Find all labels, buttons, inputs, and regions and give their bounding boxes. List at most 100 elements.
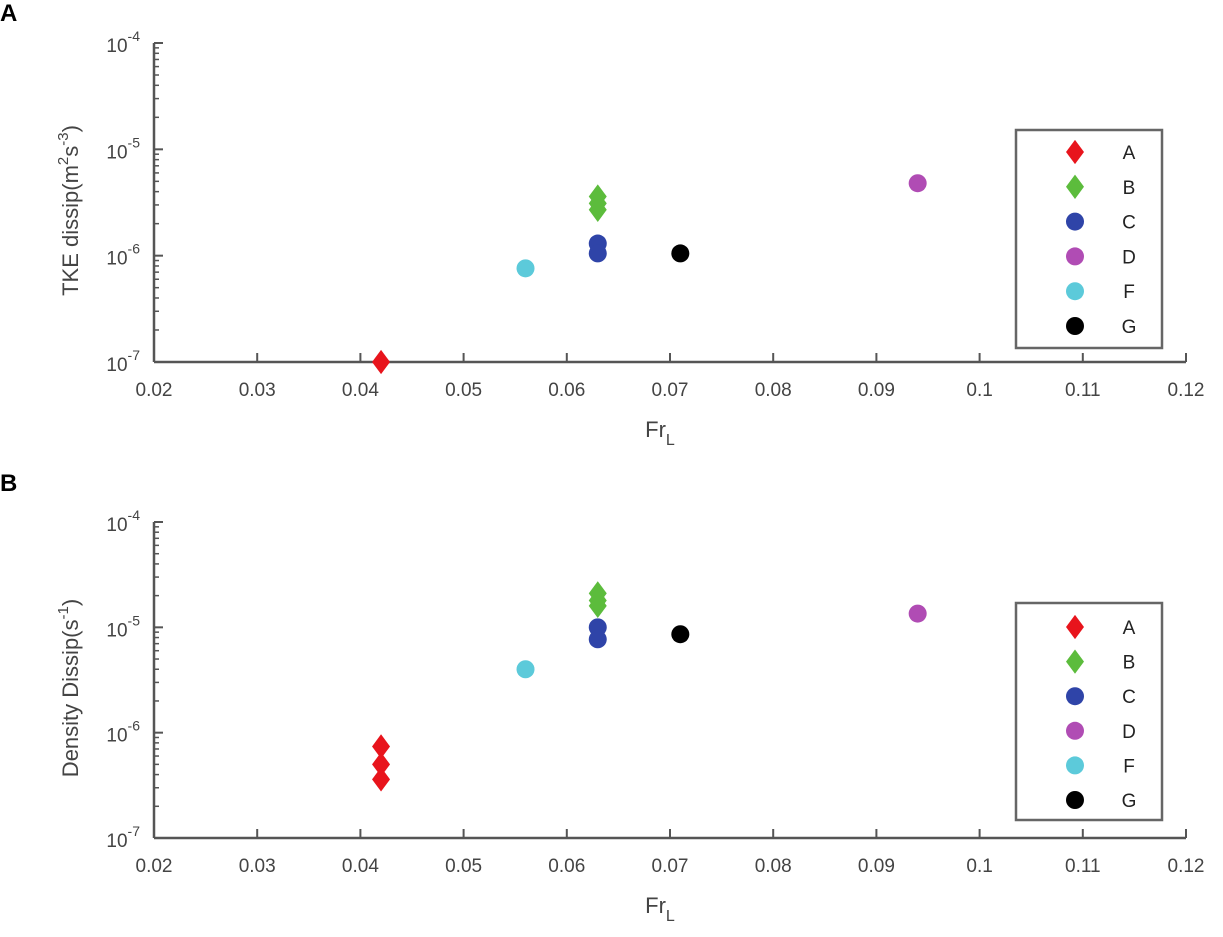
panel-b-letter: B [0, 470, 18, 497]
x-tick-label: 0.09 [858, 380, 895, 401]
legend-marker-icon [1066, 791, 1084, 809]
legend-item-a: A [1066, 139, 1136, 165]
y-tick-label: 10-6 [106, 718, 140, 747]
legend-marker-icon [1066, 247, 1084, 266]
legend-box [1014, 128, 1164, 350]
legend-label: F [1123, 756, 1135, 777]
legend-marker-icon [1066, 212, 1084, 231]
legend-label: B [1123, 653, 1136, 674]
legend-label: D [1122, 722, 1136, 743]
legend-label: B [1123, 178, 1136, 199]
series-f [516, 259, 535, 278]
panel-b-plot: 0.02 0.03 0.04 0.05 0.06 0.07 0.08 0.09 0.1 0.11 0… [55, 507, 1204, 925]
data-point [908, 604, 927, 623]
legend-marker-icon [1066, 687, 1084, 706]
data-point [588, 593, 607, 618]
y-tick-label: 10-5 [106, 612, 140, 641]
y-tick-label: 10-4 [106, 28, 140, 57]
x-tick-label: 0.08 [755, 856, 792, 877]
y-axis-label: Density Dissip(s-1) [55, 599, 83, 777]
x-tick-label: 0.06 [548, 380, 585, 401]
x-tick-label: 0.06 [548, 856, 585, 877]
data-point [671, 244, 690, 263]
y-tick-label: 10-4 [106, 507, 140, 536]
legend-label: C [1122, 687, 1136, 708]
x-tick-label: 0.12 [1168, 856, 1205, 877]
y-tick-label: 10-7 [106, 823, 140, 852]
legend-marker-icon [1066, 174, 1084, 199]
series-a [372, 734, 391, 792]
y-tick-label: 10-7 [106, 347, 140, 376]
series-b [588, 581, 607, 618]
legend-marker-icon [1066, 756, 1084, 775]
legend-item-f: F [1066, 756, 1135, 777]
series-g [671, 625, 690, 644]
legend-item-a: A [1066, 614, 1136, 640]
legend-marker-icon [1066, 649, 1084, 674]
panel-a-plot: 0.02 0.03 0.04 0.05 0.06 0.07 0.08 0.09 0.1 0.11 0… [55, 28, 1204, 449]
y-tick-label: 10-6 [106, 241, 140, 270]
x-tick-label: 0.08 [755, 380, 792, 401]
legend-marker-icon [1066, 721, 1084, 740]
x-tick-label: 0.03 [239, 380, 276, 401]
x-axis-label: FrL [645, 417, 675, 449]
data-point [516, 660, 535, 679]
data-point [372, 767, 391, 792]
x-tick-label: 0.04 [342, 856, 379, 877]
legend-box [1014, 601, 1164, 822]
y-axis-label: TKE dissip(m2s-3) [55, 125, 83, 296]
data-point [588, 197, 607, 222]
legend-label: C [1122, 213, 1136, 234]
x-tick-label: 0.04 [342, 380, 379, 401]
legend-marker-icon [1066, 282, 1084, 301]
series-b [588, 184, 607, 222]
legend-item-b: B [1066, 174, 1136, 199]
legend-item-c: C [1066, 687, 1136, 708]
legend-item-g: G [1066, 791, 1136, 812]
x-tick-label: 0.07 [652, 856, 689, 877]
data-point [588, 630, 607, 649]
series-d [908, 174, 927, 193]
x-tick-label: 0.05 [445, 856, 482, 877]
legend-item-d: D [1066, 247, 1136, 268]
x-tick-label: 0.03 [239, 856, 276, 877]
data-point [372, 349, 391, 375]
panel-a-letter: A [0, 0, 18, 27]
series-d [908, 604, 927, 623]
x-tick-label: 0.1 [966, 380, 992, 401]
x-tick-label: 0.1 [966, 856, 992, 877]
y-tick-label: 10-5 [106, 134, 140, 163]
series-f [516, 660, 535, 679]
legend-item-c: C [1066, 212, 1136, 234]
x-tick-label: 0.09 [858, 856, 895, 877]
data-point [588, 244, 607, 263]
legend-item-f: F [1066, 282, 1135, 303]
legend-label: A [1123, 143, 1136, 164]
legend-marker-icon [1066, 139, 1084, 165]
legend-marker-icon [1066, 614, 1084, 640]
legend-label: G [1122, 791, 1137, 812]
legend-label: A [1123, 618, 1136, 639]
data-point [516, 259, 535, 278]
x-tick-label: 0.02 [136, 856, 173, 877]
legend-marker-icon [1066, 317, 1084, 335]
data-point [372, 734, 391, 759]
legend-item-b: B [1066, 649, 1136, 674]
x-axis-label: FrL [645, 893, 675, 925]
x-tick-label: 0.05 [445, 380, 482, 401]
data-point [908, 174, 927, 193]
x-tick-label: 0.11 [1065, 856, 1101, 877]
legend-item-g: G [1066, 317, 1136, 338]
series-g [671, 244, 690, 263]
legend-label: F [1123, 282, 1135, 303]
legend-item-d: D [1066, 721, 1136, 743]
legend-label: G [1122, 317, 1137, 338]
data-point [372, 752, 391, 777]
series-c [588, 618, 607, 649]
legend-label: D [1122, 247, 1136, 268]
x-tick-label: 0.12 [1168, 380, 1205, 401]
x-tick-label: 0.02 [136, 380, 173, 401]
